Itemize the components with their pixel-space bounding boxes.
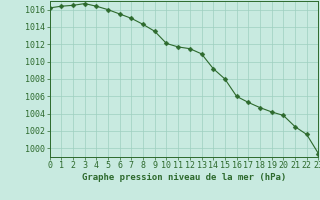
X-axis label: Graphe pression niveau de la mer (hPa): Graphe pression niveau de la mer (hPa) (82, 173, 286, 182)
